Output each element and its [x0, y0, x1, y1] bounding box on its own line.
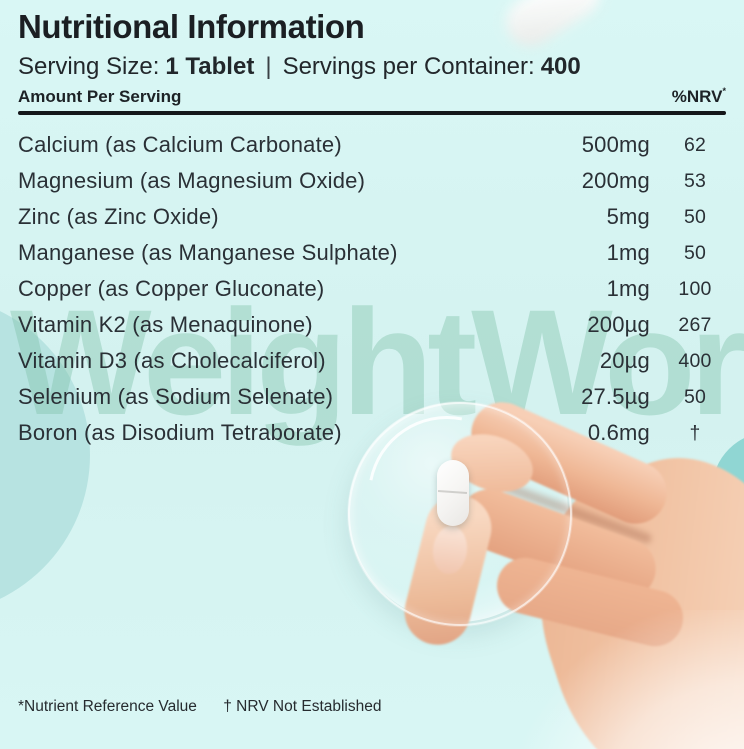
- separator-bar: |: [265, 53, 272, 80]
- header-divider: [18, 111, 726, 115]
- nutrient-name: Zinc (as Zinc Oxide): [18, 204, 219, 229]
- nutrient-name: Manganese (as Manganese Sulphate): [18, 240, 398, 265]
- nutrient-name: Selenium (as Sodium Selenate): [18, 384, 334, 409]
- table-row: Vitamin K2 (as Menaquinone) 200µg 267: [18, 307, 726, 343]
- table-row: Selenium (as Sodium Selenate) 27.5µg 50: [18, 379, 726, 415]
- nutrient-amount: 200mg: [581, 168, 650, 193]
- nutrient-nrv: 50: [683, 241, 707, 264]
- wrist-fade: [520, 610, 744, 749]
- table-row: Vitamin D3 (as Cholecalciferol) 20µg 400: [18, 343, 726, 379]
- nutrient-nrv: 100: [678, 277, 712, 300]
- nutrient-name: Magnesium (as Magnesium Oxide): [18, 168, 366, 193]
- servings-per-container-value: 400: [540, 53, 581, 80]
- nutrient-nrv: †: [689, 421, 701, 444]
- column-amount-per-serving: Amount Per Serving: [18, 87, 182, 106]
- nutrient-amount: 1mg: [606, 276, 650, 301]
- nutrient-table: Calcium (as Calcium Carbonate) 500mg 62 …: [18, 127, 726, 451]
- serving-info: Serving Size: 1 Tablet | Servings per Conta…: [18, 53, 581, 81]
- table-row: Calcium (as Calcium Carbonate) 500mg 62: [18, 127, 726, 163]
- nutrient-nrv: 400: [678, 349, 712, 372]
- footnote-dagger: † NRV Not Established: [223, 698, 382, 715]
- servings-per-container-label: Servings per Container:: [282, 53, 535, 80]
- nutrient-amount: 500mg: [581, 132, 650, 157]
- nutrient-amount: 27.5µg: [581, 384, 650, 409]
- table-row: Manganese (as Manganese Sulphate) 1mg 50: [18, 235, 726, 271]
- footnotes: *Nutrient Reference Value † NRV Not Esta…: [18, 698, 382, 716]
- footnote-nrv: *Nutrient Reference Value: [18, 698, 197, 715]
- nutrient-nrv: 53: [683, 169, 707, 192]
- nrv-asterisk: *: [722, 86, 726, 96]
- serving-size-value: 1 Tablet: [165, 53, 255, 80]
- nutrient-nrv: 62: [683, 133, 707, 156]
- nutrient-name: Copper (as Copper Gluconate): [18, 276, 325, 301]
- nutrient-amount: 20µg: [599, 348, 650, 373]
- glass-bubble-rim: [348, 402, 572, 626]
- nutrient-name: Vitamin D3 (as Cholecalciferol): [18, 348, 326, 373]
- nutrient-amount: 5mg: [606, 204, 650, 229]
- column-nrv: %NRV*: [672, 87, 726, 107]
- table-row: Zinc (as Zinc Oxide) 5mg 50: [18, 199, 726, 235]
- table-row: Copper (as Copper Gluconate) 1mg 100: [18, 271, 726, 307]
- nutrient-amount: 200µg: [587, 312, 650, 337]
- nutrient-nrv: 267: [678, 313, 712, 336]
- table-header-row: Amount Per Serving %NRV*: [18, 87, 726, 107]
- column-nrv-text: %NRV: [671, 87, 723, 106]
- table-row: Magnesium (as Magnesium Oxide) 200mg 53: [18, 163, 726, 199]
- nutrient-nrv: 50: [683, 205, 707, 228]
- table-row: Boron (as Disodium Tetraborate) 0.6mg †: [18, 415, 726, 451]
- nutrient-name: Vitamin K2 (as Menaquinone): [18, 312, 313, 337]
- page-title: Nutritional Information: [18, 8, 365, 45]
- serving-size-label: Serving Size:: [18, 53, 160, 80]
- nutrient-name: Boron (as Disodium Tetraborate): [18, 420, 342, 445]
- nutrient-name: Calcium (as Calcium Carbonate): [18, 132, 342, 157]
- nutrient-nrv: 50: [683, 385, 707, 408]
- watermark-text: WeightWorld: [10, 278, 744, 446]
- nutrient-amount: 1mg: [606, 240, 650, 265]
- nutrient-amount: 0.6mg: [587, 420, 650, 445]
